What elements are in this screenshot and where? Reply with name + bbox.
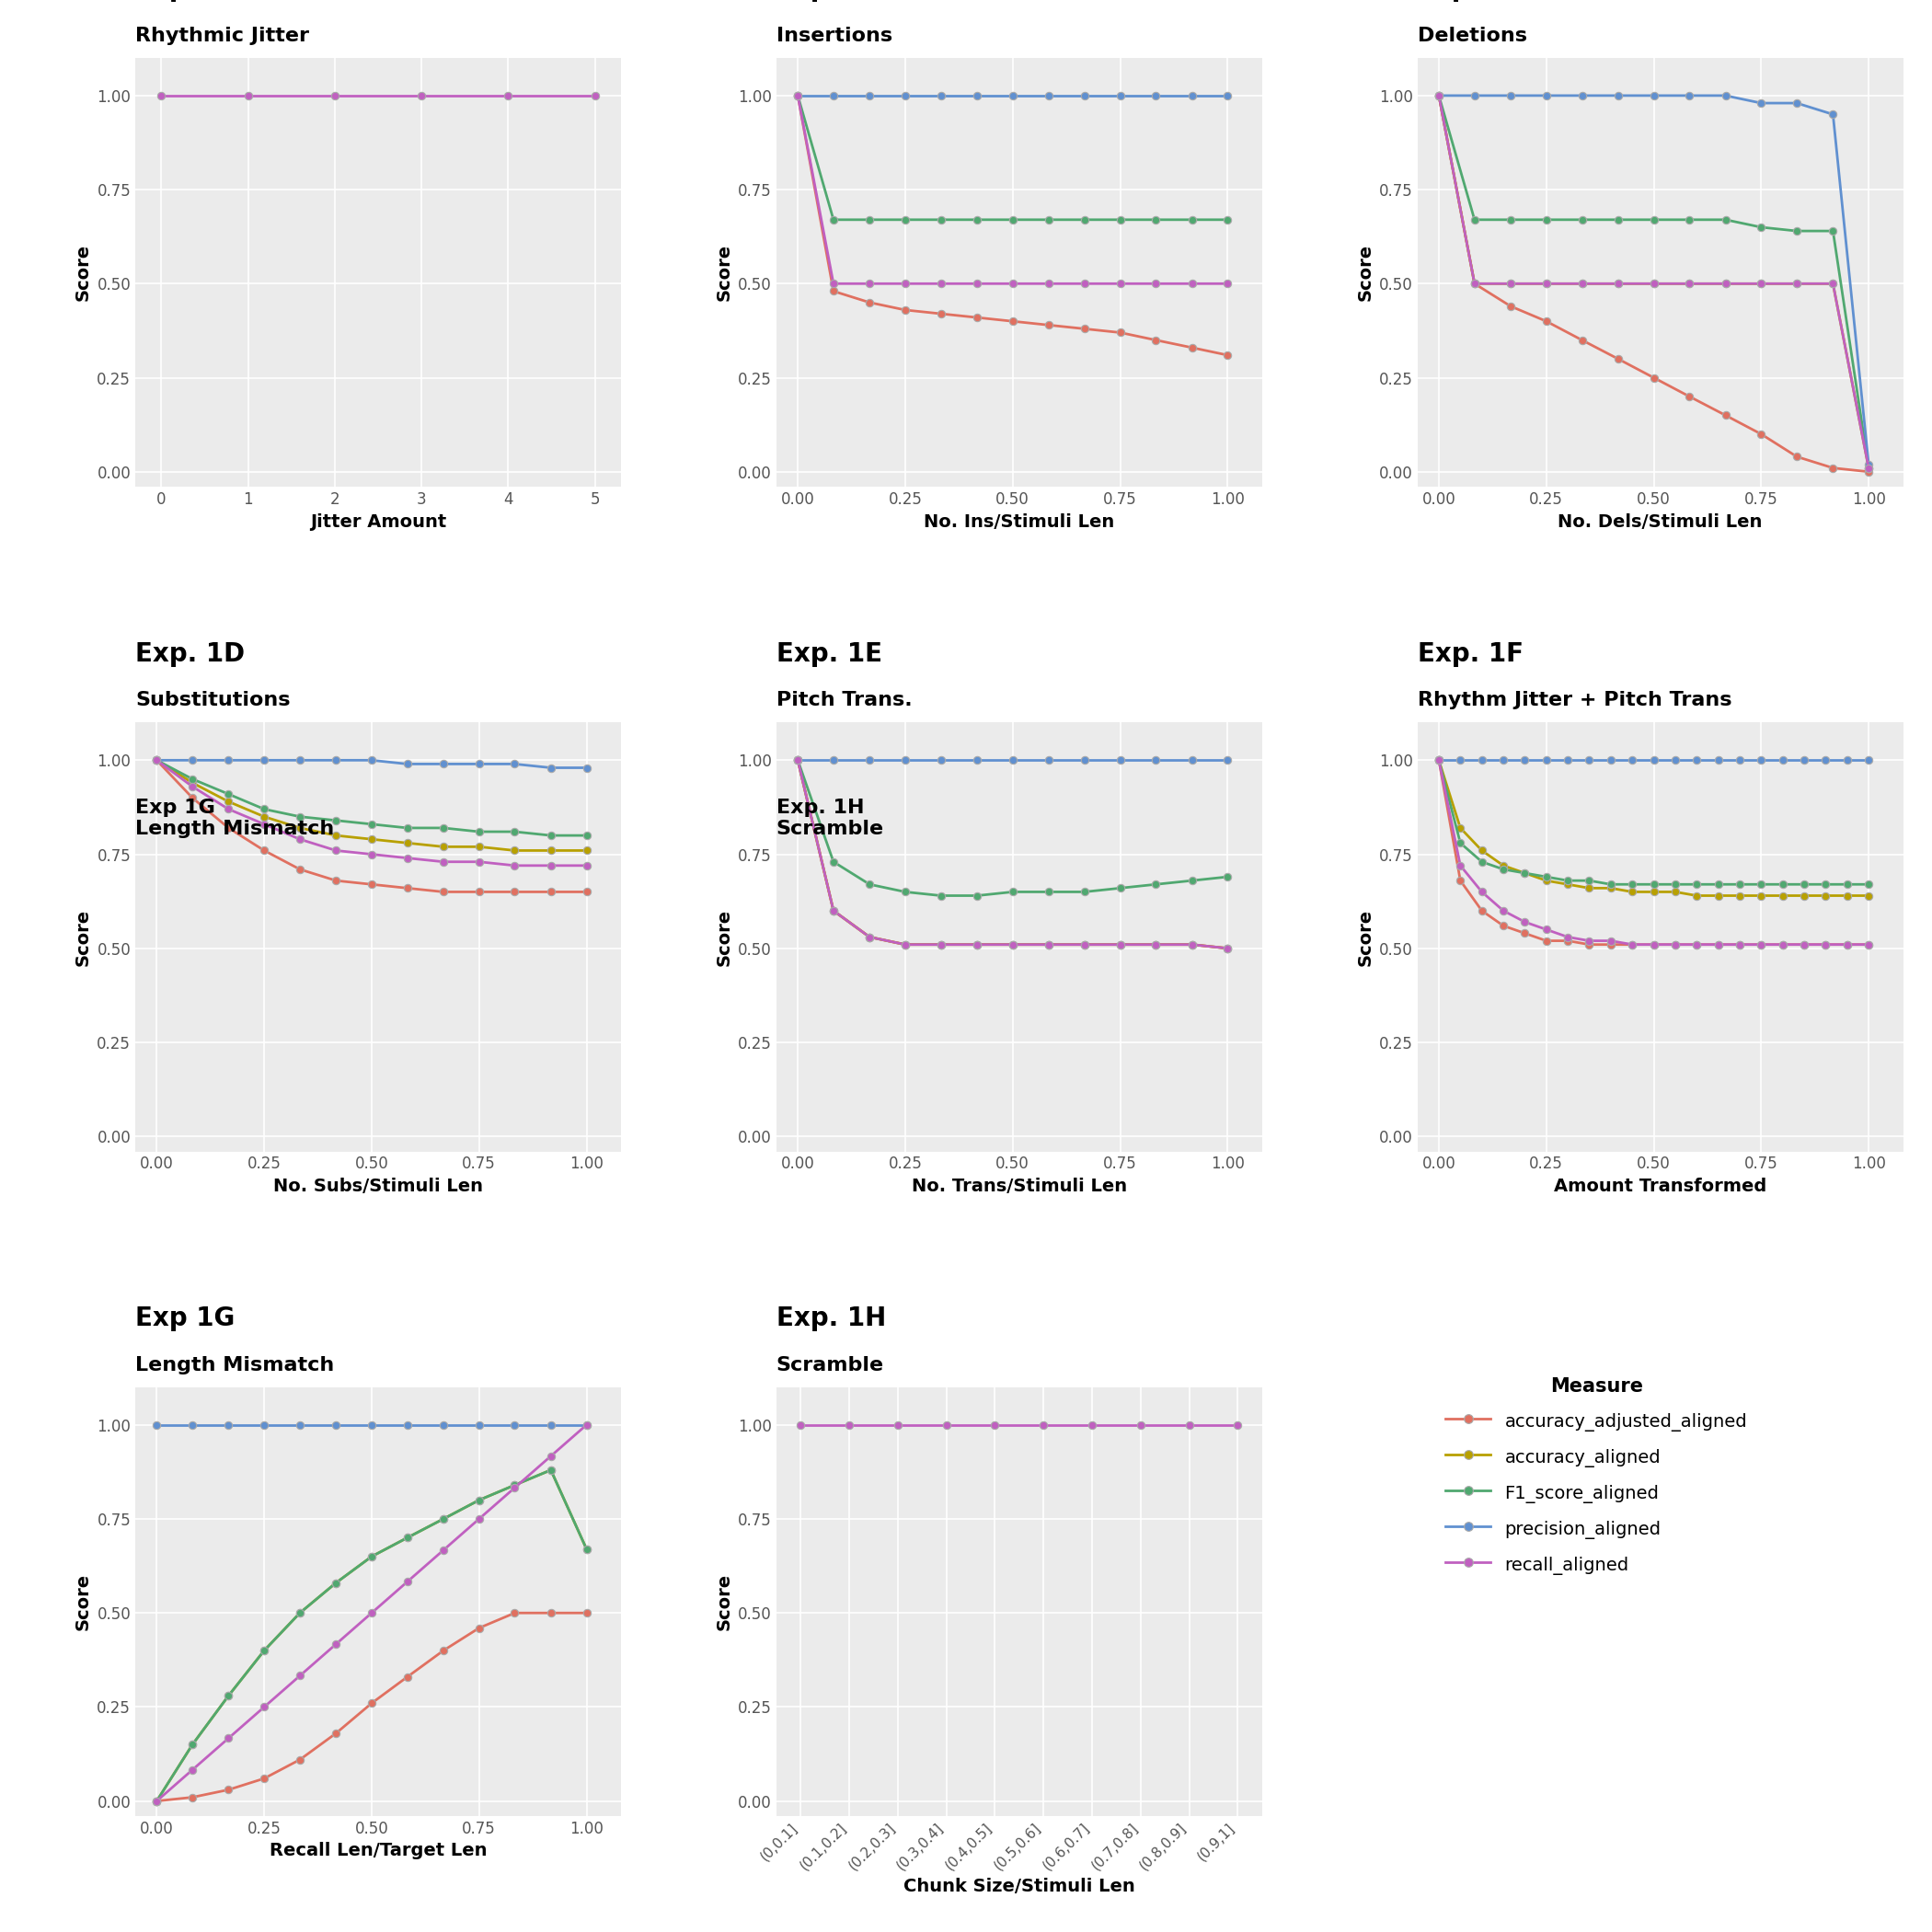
Legend: accuracy_adjusted_aligned, accuracy_aligned, F1_score_aligned, precision_aligned: accuracy_adjusted_aligned, accuracy_alig… bbox=[1445, 1378, 1747, 1575]
Y-axis label: Score: Score bbox=[73, 1573, 91, 1631]
X-axis label: Chunk Size/Stimuli Len: Chunk Size/Stimuli Len bbox=[904, 1878, 1134, 1895]
Text: Exp. 1H: Exp. 1H bbox=[777, 1306, 887, 1331]
Text: Rhythmic Jitter: Rhythmic Jitter bbox=[135, 27, 309, 44]
X-axis label: No. Dels/Stimuli Len: No. Dels/Stimuli Len bbox=[1557, 512, 1762, 531]
Text: Exp. 1F: Exp. 1F bbox=[1418, 641, 1522, 667]
Text: Scramble: Scramble bbox=[777, 1356, 885, 1374]
Text: Insertions: Insertions bbox=[777, 27, 893, 44]
Text: Exp. 1C: Exp. 1C bbox=[1418, 0, 1524, 2]
Text: Exp. 1D: Exp. 1D bbox=[135, 641, 245, 667]
X-axis label: Jitter Amount: Jitter Amount bbox=[309, 512, 446, 531]
Y-axis label: Score: Score bbox=[1356, 908, 1374, 966]
Text: Exp. 1A: Exp. 1A bbox=[135, 0, 243, 2]
Text: Exp. 1B: Exp. 1B bbox=[777, 0, 885, 2]
Text: Rhythm Jitter + Pitch Trans: Rhythm Jitter + Pitch Trans bbox=[1418, 692, 1731, 709]
Text: Exp 1G
Length Mismatch: Exp 1G Length Mismatch bbox=[135, 798, 334, 838]
Text: Deletions: Deletions bbox=[1418, 27, 1526, 44]
Y-axis label: Score: Score bbox=[73, 908, 91, 966]
Text: Length Mismatch: Length Mismatch bbox=[135, 1356, 334, 1374]
X-axis label: No. Trans/Stimuli Len: No. Trans/Stimuli Len bbox=[912, 1179, 1126, 1196]
X-axis label: Amount Transformed: Amount Transformed bbox=[1553, 1179, 1766, 1196]
Text: Pitch Trans.: Pitch Trans. bbox=[777, 692, 912, 709]
Y-axis label: Score: Score bbox=[73, 243, 91, 301]
X-axis label: No. Ins/Stimuli Len: No. Ins/Stimuli Len bbox=[923, 512, 1115, 531]
Text: Exp 1G: Exp 1G bbox=[135, 1306, 236, 1331]
X-axis label: Recall Len/Target Len: Recall Len/Target Len bbox=[269, 1843, 487, 1861]
Y-axis label: Score: Score bbox=[715, 908, 732, 966]
Text: Substitutions: Substitutions bbox=[135, 692, 290, 709]
Y-axis label: Score: Score bbox=[1356, 243, 1374, 301]
Text: Exp. 1E: Exp. 1E bbox=[777, 641, 883, 667]
Y-axis label: Score: Score bbox=[715, 1573, 732, 1631]
Text: Exp. 1H
Scramble: Exp. 1H Scramble bbox=[777, 798, 885, 838]
X-axis label: No. Subs/Stimuli Len: No. Subs/Stimuli Len bbox=[272, 1179, 483, 1196]
Y-axis label: Score: Score bbox=[715, 243, 732, 301]
